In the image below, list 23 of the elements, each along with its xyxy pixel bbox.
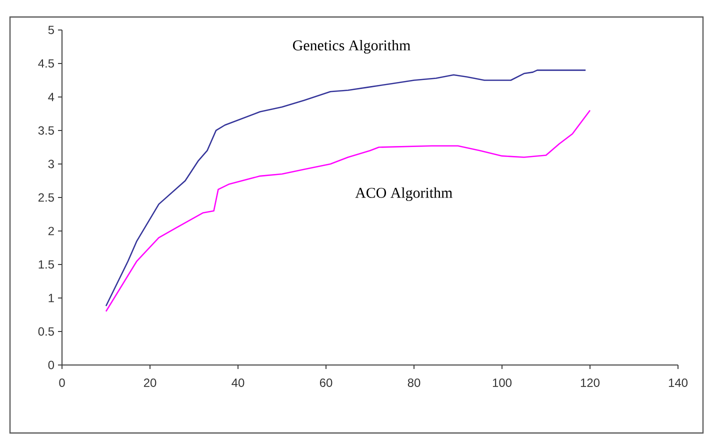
series-label: Genetics Algorithm — [293, 40, 410, 54]
y-tick-label: 4.5 — [38, 59, 54, 68]
x-tick-label: 140 — [668, 378, 688, 387]
x-tick-label: 20 — [144, 378, 156, 387]
y-tick-label: 3 — [48, 160, 54, 168]
x-tick-label: 80 — [408, 378, 420, 387]
x-tick-label: 40 — [232, 378, 244, 387]
x-tick-label: 120 — [580, 378, 600, 387]
y-tick-label: 0.5 — [38, 327, 54, 336]
y-tick-label: 0 — [48, 360, 54, 370]
x-tick-label: 0 — [59, 378, 65, 387]
line-series — [105, 70, 586, 307]
x-tick-label: 100 — [492, 378, 512, 387]
y-tick-label: 5 — [48, 26, 54, 34]
text: ACO Algorithm — [355, 187, 452, 201]
y-tick-label: 3.5 — [38, 126, 54, 135]
x-tick-label: 60 — [320, 378, 332, 387]
line-series — [105, 110, 591, 312]
y-tick-label: 1.5 — [38, 260, 54, 269]
y-tick-label: 2 — [48, 226, 54, 236]
y-tick-label: 4 — [48, 92, 54, 102]
y-tick-label: 2.5 — [38, 193, 54, 202]
y-tick-label: 1 — [48, 294, 54, 302]
